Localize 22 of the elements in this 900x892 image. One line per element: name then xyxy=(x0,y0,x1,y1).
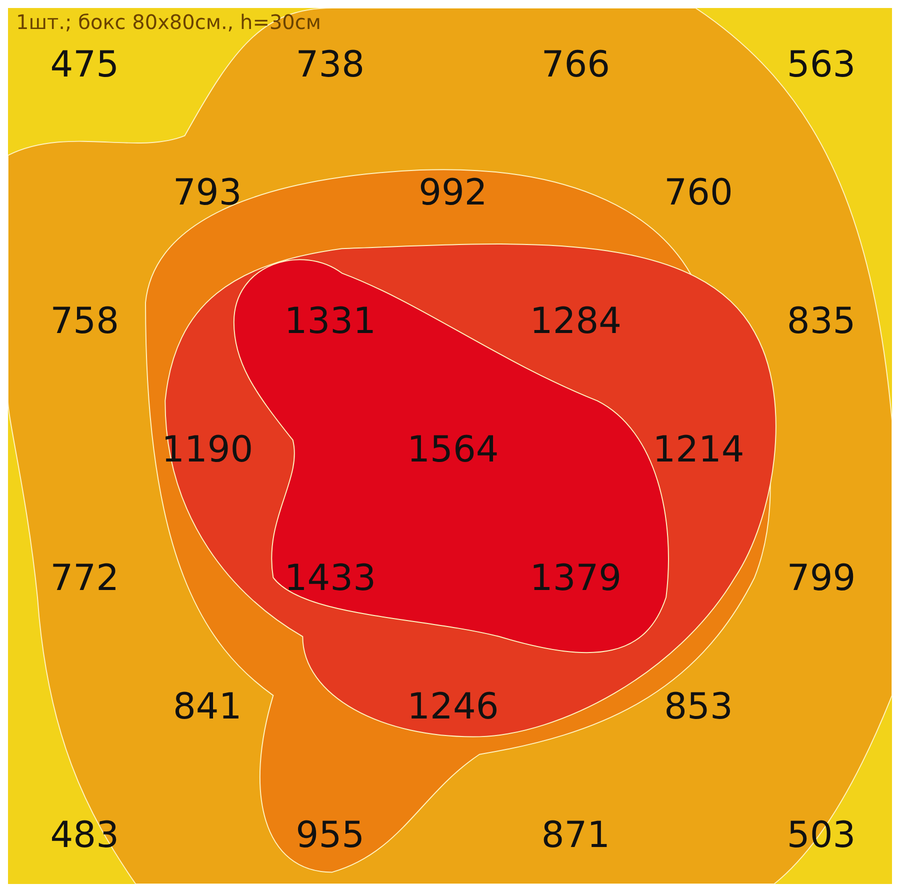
data-label: 766 xyxy=(541,44,610,86)
data-label: 772 xyxy=(50,558,119,600)
data-label: 799 xyxy=(786,558,856,600)
data-label: 1379 xyxy=(530,558,622,600)
data-label: 738 xyxy=(296,44,365,86)
data-label: 1214 xyxy=(652,430,744,471)
data-label: 853 xyxy=(664,686,733,728)
data-label: 841 xyxy=(173,686,242,728)
data-label: 835 xyxy=(786,301,856,342)
data-label: 955 xyxy=(296,815,365,856)
data-label: 760 xyxy=(664,172,733,214)
data-label: 1284 xyxy=(530,301,622,342)
data-label: 1564 xyxy=(407,430,499,471)
data-label: 992 xyxy=(418,172,488,214)
data-label: 758 xyxy=(50,301,119,342)
data-label: 563 xyxy=(786,44,856,86)
data-label: 1433 xyxy=(284,558,376,600)
data-label: 475 xyxy=(50,44,119,86)
data-label: 871 xyxy=(541,815,610,856)
data-label: 1331 xyxy=(284,301,376,342)
data-label: 1246 xyxy=(407,686,499,728)
data-label: 793 xyxy=(173,172,242,214)
